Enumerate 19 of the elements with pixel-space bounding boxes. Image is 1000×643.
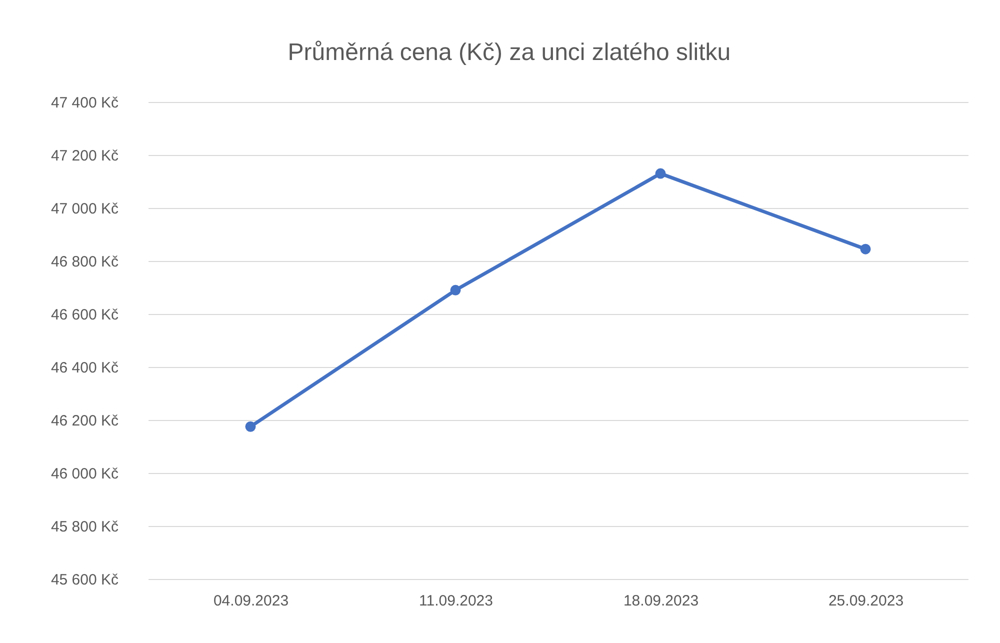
point	[245, 421, 256, 432]
y-tick-label: 45 600 Kč	[50, 572, 119, 588]
point	[655, 168, 666, 179]
x-tick-label: 11.09.2023	[419, 592, 493, 610]
y-tick-label: 46 800 Kč	[50, 254, 119, 270]
chart-title: Průměrná cena (Kč) za unci zlatého slitku	[288, 39, 731, 66]
x-tick-label: 04.09.2023	[213, 592, 289, 610]
y-tick-label: 45 800 Kč	[50, 518, 119, 536]
y-tick-label: 47 400 Kč	[50, 94, 119, 112]
y-tick-label: 47 200 Kč	[50, 148, 119, 164]
y-tick-label: 46 600 Kč	[50, 306, 119, 324]
point	[450, 284, 461, 296]
x-tick-label: 18.09.2023	[623, 592, 699, 610]
y-tick-label: 46 200 Kč	[50, 412, 119, 430]
y-tick-label: 46 000 Kč	[50, 466, 119, 482]
y-tick-label: 46 400 Kč	[50, 360, 119, 376]
x-tick-label: 25.09.2023	[828, 592, 904, 610]
y-tick-label: 47 000 Kč	[50, 200, 119, 218]
point	[860, 244, 871, 254]
